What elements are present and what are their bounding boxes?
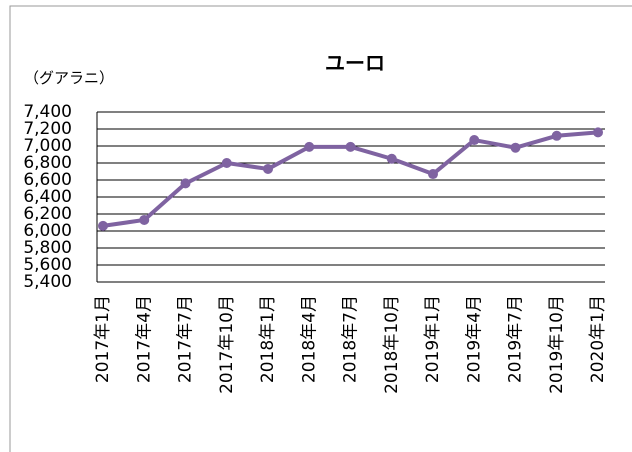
y-axis-label: （グアラニ） bbox=[24, 69, 114, 87]
point bbox=[221, 158, 232, 168]
x-tick-label: 2019年10月 bbox=[547, 295, 567, 394]
point bbox=[304, 141, 315, 152]
point bbox=[180, 178, 191, 189]
chart-frame bbox=[9, 5, 632, 452]
x-tick-label: 2017年1月 bbox=[93, 295, 113, 383]
x-tick-label: 2017年10月 bbox=[217, 295, 237, 394]
y-tick-label: 7,400 bbox=[23, 102, 72, 122]
y-tick-label: 7,000 bbox=[23, 136, 72, 156]
y-tick-label: 6,800 bbox=[23, 153, 72, 173]
x-tick-label: 2018年7月 bbox=[341, 295, 361, 383]
point bbox=[98, 220, 108, 231]
y-tick-label: 6,400 bbox=[23, 187, 72, 207]
point bbox=[345, 141, 356, 152]
y-tick-label: 5,600 bbox=[23, 255, 72, 275]
point bbox=[510, 142, 521, 153]
x-tick-label: 2018年4月 bbox=[299, 295, 319, 383]
point bbox=[428, 169, 438, 180]
x-tick-label: 2020年1月 bbox=[588, 295, 608, 383]
y-tick-label: 7,200 bbox=[23, 119, 72, 139]
x-tick-label: 2017年4月 bbox=[134, 295, 154, 383]
y-tick-label: 5,400 bbox=[23, 272, 72, 292]
x-tick-label: 2017年7月 bbox=[176, 295, 196, 383]
x-tick-label: 2018年10月 bbox=[382, 295, 402, 394]
point bbox=[593, 127, 603, 138]
x-tick-label: 2019年1月 bbox=[423, 295, 443, 383]
point bbox=[263, 163, 273, 174]
point bbox=[469, 135, 480, 146]
x-tick-label: 2019年7月 bbox=[506, 295, 526, 383]
point bbox=[139, 214, 150, 225]
y-tick-label: 5,800 bbox=[23, 238, 72, 258]
x-tick-label: 2018年1月 bbox=[258, 295, 278, 383]
y-tick-label: 6,200 bbox=[23, 204, 72, 224]
y-tick-label: 6,600 bbox=[23, 170, 72, 190]
point bbox=[551, 130, 562, 141]
y-tick-label: 6,000 bbox=[23, 221, 72, 241]
x-tick-label: 2019年4月 bbox=[464, 295, 484, 383]
point bbox=[386, 153, 397, 164]
chart-title: ユーロ bbox=[325, 51, 385, 75]
